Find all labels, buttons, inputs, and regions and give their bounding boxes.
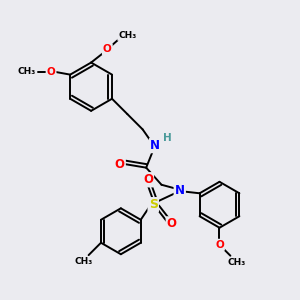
- Text: CH₃: CH₃: [74, 257, 92, 266]
- Text: CH₃: CH₃: [17, 67, 36, 76]
- Text: O: O: [103, 44, 112, 54]
- Text: H: H: [163, 133, 172, 143]
- Text: O: O: [167, 218, 177, 230]
- Text: N: N: [150, 139, 160, 152]
- Text: N: N: [175, 184, 185, 196]
- Text: CH₃: CH₃: [227, 258, 245, 267]
- Text: S: S: [149, 198, 158, 211]
- Text: O: O: [115, 158, 125, 171]
- Text: CH₃: CH₃: [118, 31, 136, 40]
- Text: O: O: [215, 240, 224, 250]
- Text: O: O: [47, 67, 56, 77]
- Text: O: O: [143, 173, 153, 186]
